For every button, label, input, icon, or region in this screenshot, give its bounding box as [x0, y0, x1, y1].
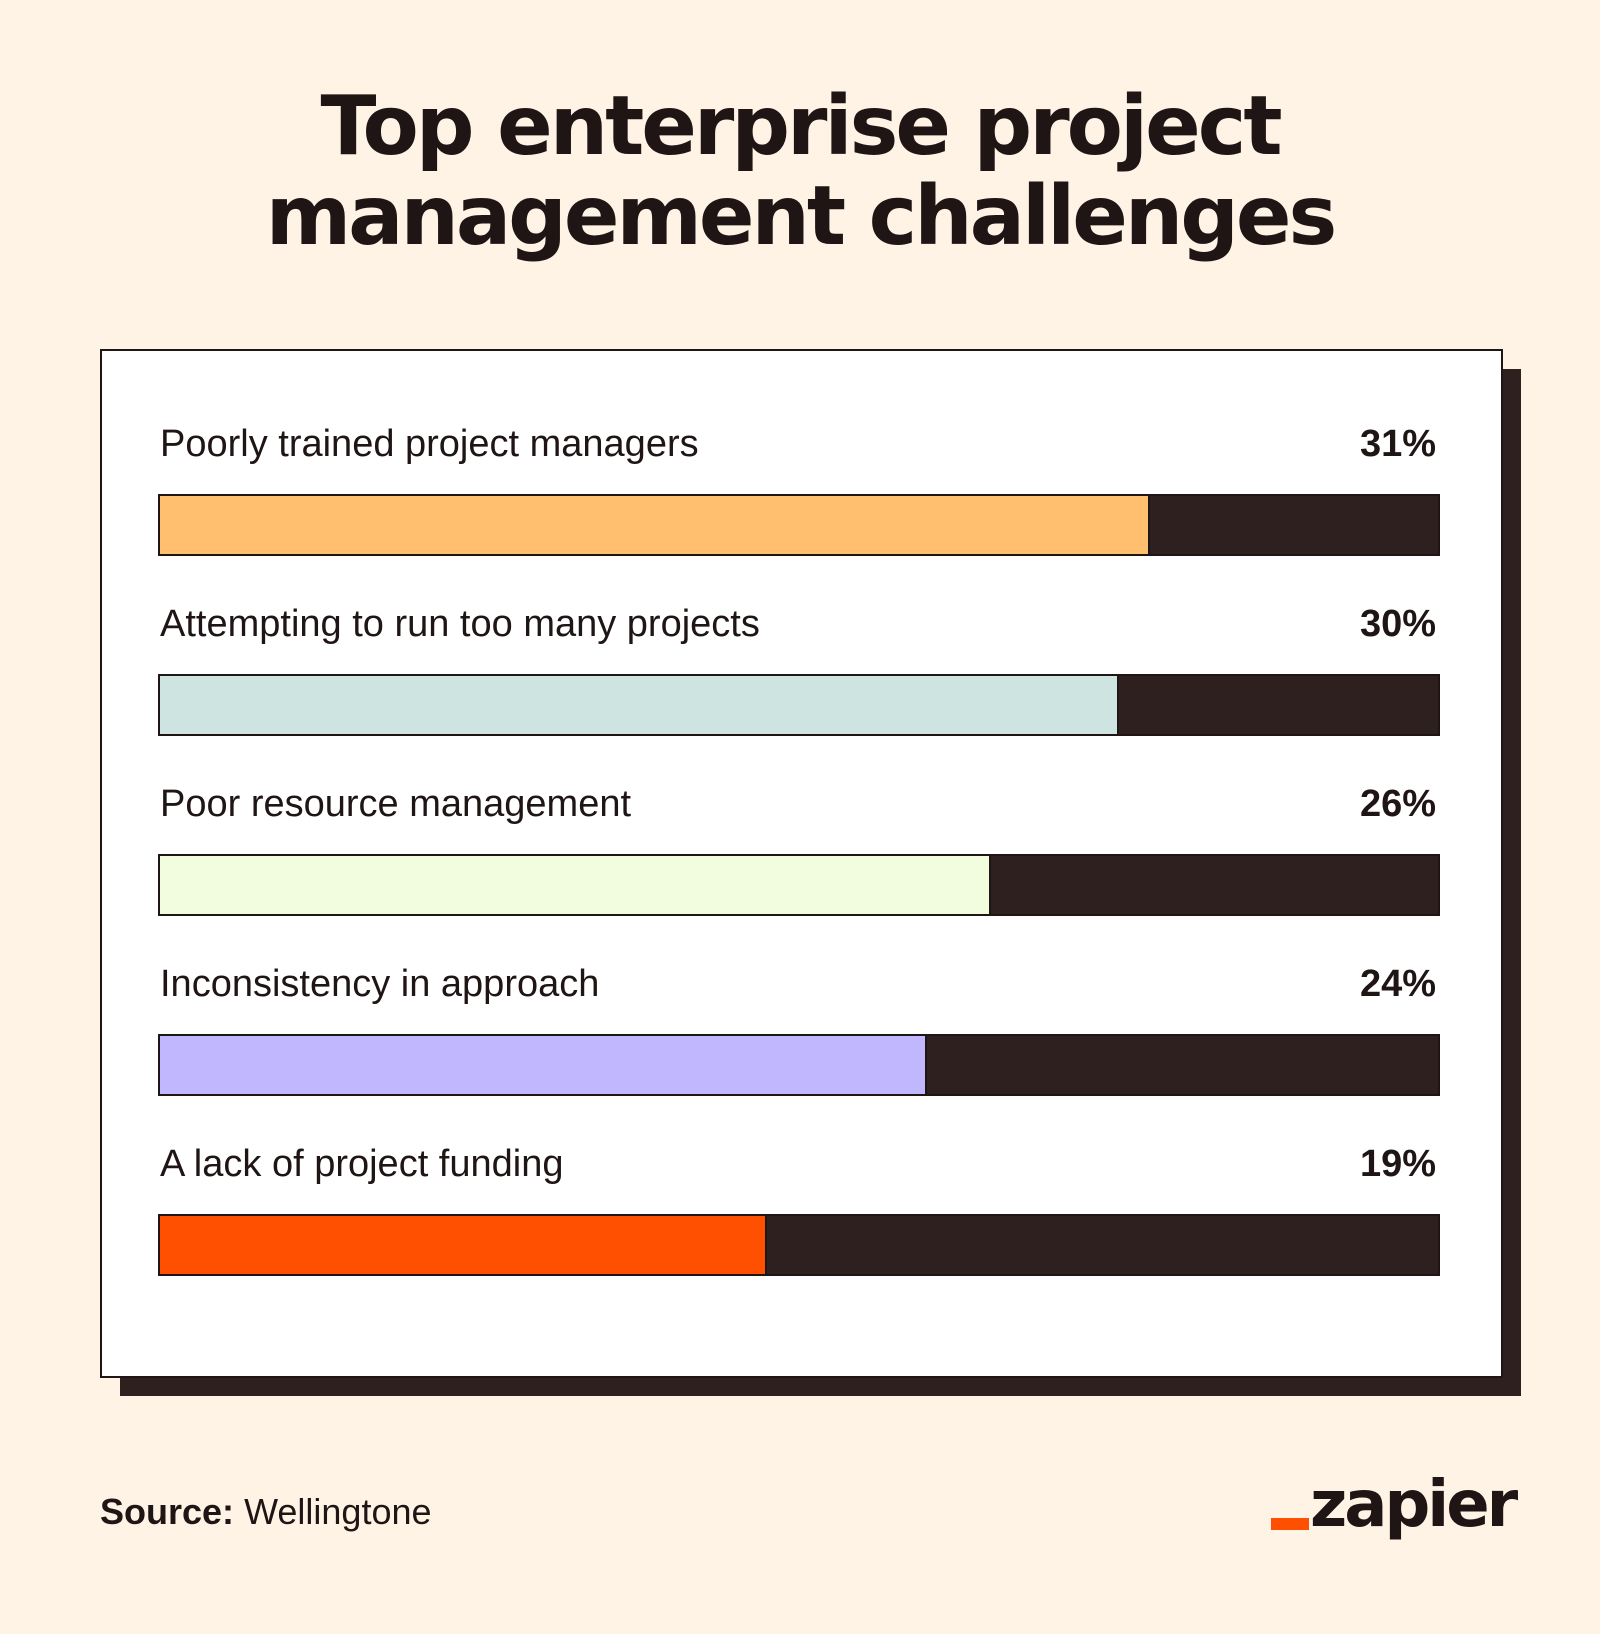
chart-title-line-1: Top enterprise project — [320, 79, 1282, 174]
category-label: Attempting to run too many projects — [160, 603, 760, 645]
category-label: Poor resource management — [160, 783, 632, 825]
bar-row: Attempting to run too many projects 30% — [158, 600, 1440, 750]
bar — [160, 1036, 927, 1094]
bar-row: Inconsistency in approach 24% — [158, 960, 1440, 1110]
bar-track — [158, 854, 1440, 916]
bar — [160, 496, 1150, 554]
bar — [160, 856, 991, 914]
value-label: 30% — [1359, 603, 1436, 645]
logo-underscore-mark — [1271, 1518, 1309, 1530]
value-label: 24% — [1359, 963, 1436, 1005]
bar-track — [158, 1034, 1440, 1096]
bar-track — [158, 1214, 1440, 1276]
source-label: Source: — [100, 1491, 235, 1532]
value-label: 19% — [1359, 1143, 1436, 1185]
category-label: Poorly trained project managers — [160, 423, 699, 465]
value-label: 26% — [1359, 783, 1436, 825]
category-label: Inconsistency in approach — [160, 963, 600, 1005]
bar-row: A lack of project funding 19% — [158, 1140, 1440, 1290]
bar — [160, 1216, 767, 1274]
bar-track — [158, 494, 1440, 556]
source-value: Wellingtone — [244, 1491, 432, 1532]
zapier-logo: zapier — [1268, 1470, 1518, 1550]
value-label: 31% — [1359, 423, 1436, 465]
category-label: A lack of project funding — [160, 1143, 564, 1185]
logo-wordmark: zapier — [1310, 1468, 1518, 1542]
chart-title: Top enterprise project management challe… — [0, 82, 1600, 262]
bar-row: Poorly trained project managers 31% — [158, 420, 1440, 570]
bar — [160, 676, 1119, 734]
source-note: Source: Wellingtone — [100, 1490, 432, 1534]
bar-track — [158, 674, 1440, 736]
bar-row: Poor resource management 26% — [158, 780, 1440, 930]
chart-title-line-2: management challenges — [265, 169, 1338, 264]
